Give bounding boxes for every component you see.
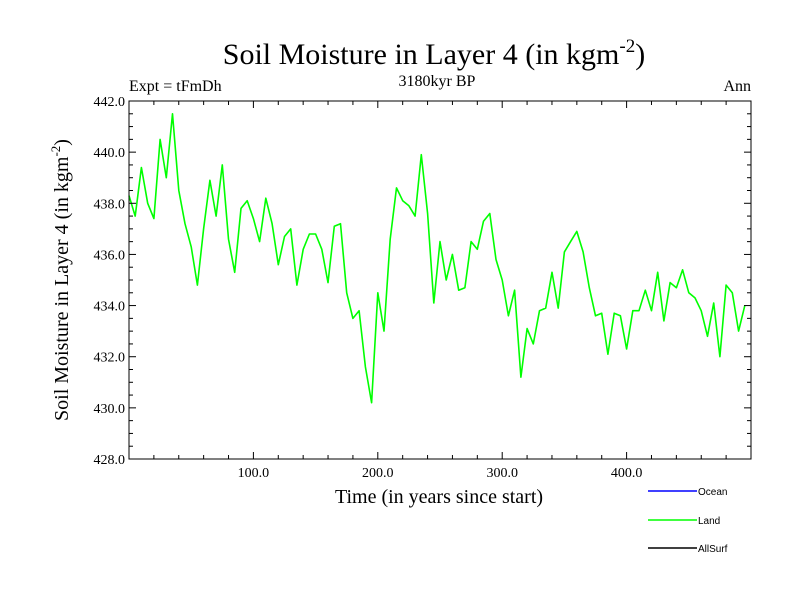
legend: Ocean Land AllSurf bbox=[648, 487, 728, 555]
y-tick-label: 428.0 bbox=[94, 453, 126, 468]
y-tick-label: 434.0 bbox=[94, 300, 126, 315]
x-axis-label: Time (in years since start) bbox=[335, 486, 543, 508]
subtitle-right: Ann bbox=[723, 78, 751, 95]
chart-title-sup: -2 bbox=[619, 36, 635, 57]
series-line-land bbox=[128, 113, 746, 404]
chart-title-main: Soil Moisture in Layer 4 (in kgm bbox=[223, 38, 620, 71]
y-tick-label: 432.0 bbox=[94, 351, 126, 366]
subtitle-center: 3180kyr BP bbox=[399, 73, 476, 90]
x-tick-label: 100.0 bbox=[238, 466, 270, 481]
y-axis-label-close: ) bbox=[51, 139, 73, 146]
plot-area: 428.0 430.0 432.0 434.0 436.0 438.0 440.0 442.0… bbox=[94, 95, 752, 481]
plot-frame bbox=[128, 100, 752, 460]
chart-title-close: ) bbox=[635, 38, 645, 71]
y-axis-label-sup: -2 bbox=[48, 146, 63, 157]
y-tick-label: 430.0 bbox=[94, 402, 126, 417]
y-axis-label: Soil Moisture in Layer 4 (in kgm-2) bbox=[48, 139, 73, 421]
x-tick-label: 400.0 bbox=[611, 466, 643, 481]
y-tick-label: 436.0 bbox=[94, 248, 126, 263]
y-tick-label: 438.0 bbox=[94, 197, 126, 212]
x-tick-label: 300.0 bbox=[486, 466, 518, 481]
y-tick-label: 442.0 bbox=[94, 95, 126, 110]
x-tick-label: 200.0 bbox=[362, 466, 394, 481]
y-axis-label-main: Soil Moisture in Layer 4 (in kgm bbox=[51, 156, 73, 421]
y-tick-label: 440.0 bbox=[94, 146, 126, 161]
legend-label-ocean: Ocean bbox=[698, 487, 727, 498]
legend-label-allsurf: AllSurf bbox=[698, 544, 728, 555]
subtitle-left: Expt = tFmDh bbox=[129, 78, 222, 95]
legend-label-land: Land bbox=[698, 516, 720, 527]
chart-title: Soil Moisture in Layer 4 (in kgm-2) bbox=[223, 36, 645, 71]
